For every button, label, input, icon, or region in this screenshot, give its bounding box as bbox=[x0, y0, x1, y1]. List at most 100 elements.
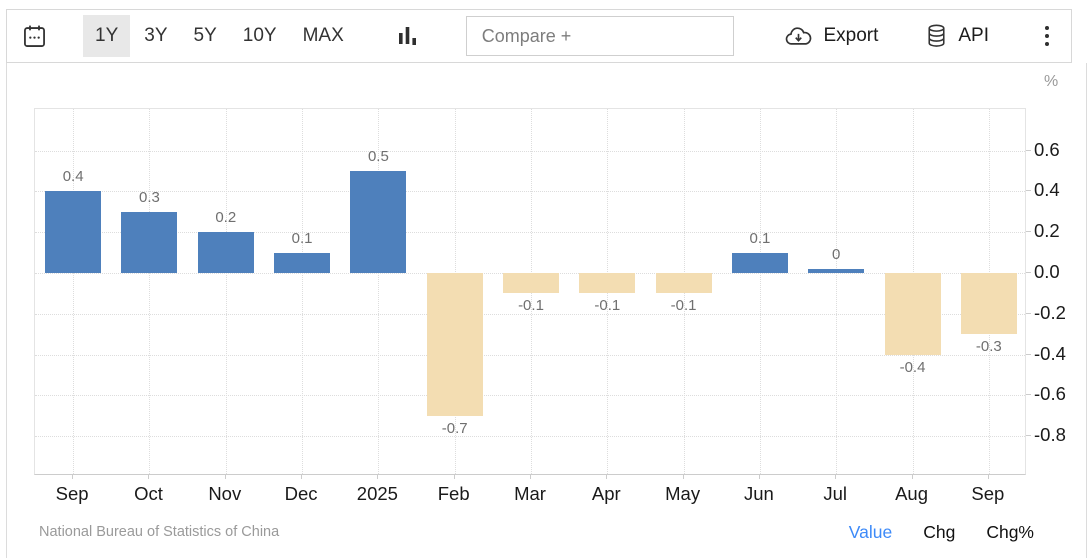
source-label: National Bureau of Statistics of China bbox=[39, 524, 280, 540]
v-gridline bbox=[149, 109, 151, 474]
calendar-icon bbox=[21, 23, 48, 50]
y-tick-label: -0.6 bbox=[1034, 383, 1066, 405]
compare-input-wrap bbox=[465, 16, 734, 56]
bar-nov[interactable] bbox=[197, 232, 254, 273]
x-tick-label: Aug bbox=[895, 483, 928, 504]
bar-sep[interactable] bbox=[45, 191, 102, 273]
bar-value-label: 0.1 bbox=[749, 229, 771, 247]
tab-max[interactable]: MAX bbox=[291, 15, 356, 57]
x-tick-mark bbox=[224, 475, 226, 479]
bar-may[interactable] bbox=[655, 273, 712, 294]
plot-area: 0.4 0.3 0.2 0.1 0.5 -0.7 -0.1 -0.1 -0.1 0.1 0 -0.4 -… bbox=[34, 108, 1026, 475]
kebab-menu-button[interactable] bbox=[1039, 22, 1055, 50]
tab-5y[interactable]: 5Y bbox=[182, 15, 229, 57]
footer-link-value[interactable]: Value bbox=[848, 522, 893, 542]
chart-toolbar: 1Y 3Y 5Y 10Y MAX bbox=[6, 9, 1072, 63]
kebab-icon bbox=[1045, 26, 1049, 30]
x-tick-mark bbox=[453, 475, 455, 479]
bar-value-label: -0.7 bbox=[441, 419, 468, 437]
y-axis-unit-label: % bbox=[1044, 73, 1059, 90]
api-label: API bbox=[958, 25, 989, 46]
x-tick-label: Apr bbox=[591, 483, 621, 504]
x-tick-mark bbox=[835, 475, 837, 479]
footer-link-chg-pct[interactable]: Chg% bbox=[986, 522, 1034, 542]
bar-value-label: -0.4 bbox=[899, 358, 926, 376]
bar-sep[interactable] bbox=[960, 273, 1017, 335]
bar-value-label: 0 bbox=[832, 246, 841, 263]
x-tick-label: Oct bbox=[134, 483, 163, 504]
x-tick-mark bbox=[301, 475, 303, 479]
x-tick-label: 2025 bbox=[356, 483, 398, 504]
v-gridline bbox=[225, 109, 227, 474]
x-tick-label: Jun bbox=[744, 483, 774, 504]
x-tick-mark bbox=[72, 475, 74, 479]
x-tick-label: Feb bbox=[437, 483, 470, 504]
y-tick-label: 0.6 bbox=[1034, 138, 1060, 160]
bar-dec[interactable] bbox=[274, 252, 331, 273]
x-tick-label: Sep bbox=[55, 483, 89, 504]
database-icon bbox=[924, 23, 949, 50]
bar-apr[interactable] bbox=[579, 273, 636, 294]
footer-link-chg[interactable]: Chg bbox=[923, 522, 956, 542]
y-tick-label: 0.4 bbox=[1034, 179, 1060, 201]
x-tick-mark bbox=[682, 475, 684, 479]
h-gridline bbox=[35, 150, 1025, 152]
h-gridline bbox=[35, 395, 1025, 397]
h-gridline bbox=[35, 232, 1025, 234]
bar-value-label: 0.3 bbox=[139, 188, 160, 206]
api-button[interactable]: API bbox=[924, 23, 989, 50]
x-tick-mark bbox=[911, 475, 913, 479]
x-tick-label: Nov bbox=[208, 483, 242, 504]
bar-jun[interactable] bbox=[731, 252, 788, 273]
v-gridline bbox=[302, 109, 304, 474]
bar-value-label: -0.3 bbox=[975, 338, 1002, 356]
y-tick-label: 0.2 bbox=[1034, 220, 1060, 242]
x-tick-label: Sep bbox=[971, 483, 1005, 504]
y-tick-mark bbox=[1026, 435, 1031, 437]
tab-1y[interactable]: 1Y bbox=[83, 15, 131, 57]
bar-jul[interactable] bbox=[808, 269, 865, 273]
export-button[interactable]: Export bbox=[783, 24, 878, 48]
y-tick-label: 0.0 bbox=[1034, 261, 1060, 282]
calendar-button[interactable] bbox=[21, 23, 48, 50]
bar-aug[interactable] bbox=[884, 273, 941, 355]
x-tick-mark bbox=[987, 475, 989, 479]
x-tick-mark bbox=[377, 475, 379, 479]
tab-10y[interactable]: 10Y bbox=[231, 15, 289, 57]
y-tick-mark bbox=[1026, 149, 1031, 151]
footer-links: Value Chg Chg% bbox=[849, 522, 1034, 543]
bar-feb[interactable] bbox=[426, 273, 483, 416]
bar-value-label: 0.4 bbox=[62, 168, 84, 186]
v-gridline bbox=[759, 109, 761, 474]
y-tick-mark bbox=[1026, 394, 1031, 396]
y-tick-mark bbox=[1026, 353, 1031, 355]
chart-panel: % 0.4 0.3 0.2 0.1 0.5 -0.7 -0.1 -0.1 -0.1 0.1 0 -0.… bbox=[6, 63, 1087, 558]
v-gridline bbox=[378, 109, 380, 474]
tab-3y[interactable]: 3Y bbox=[132, 15, 179, 57]
y-tick-mark bbox=[1026, 190, 1031, 192]
x-tick-label: May bbox=[665, 483, 701, 504]
compare-input[interactable] bbox=[465, 16, 734, 56]
column-chart-icon bbox=[397, 24, 418, 48]
x-tick-mark bbox=[148, 475, 150, 479]
toolbar-right-group: Export API bbox=[783, 22, 1055, 50]
y-tick-label: -0.8 bbox=[1034, 424, 1066, 446]
bar-mar[interactable] bbox=[503, 273, 559, 294]
bar-oct[interactable] bbox=[121, 211, 178, 273]
export-label: Export bbox=[823, 25, 879, 46]
chart-type-button[interactable] bbox=[397, 24, 418, 48]
bar-value-label: 0.5 bbox=[367, 148, 389, 165]
x-tick-label: Dec bbox=[284, 483, 318, 504]
x-tick-label: Jul bbox=[823, 483, 848, 504]
y-tick-mark bbox=[1026, 231, 1031, 233]
bar-value-label: -0.1 bbox=[518, 297, 544, 315]
x-tick-mark bbox=[530, 475, 531, 479]
bar-value-label: -0.1 bbox=[594, 297, 621, 315]
y-tick-mark bbox=[1026, 272, 1031, 273]
bar-2025[interactable] bbox=[350, 171, 407, 273]
h-gridline bbox=[35, 354, 1025, 356]
range-tabs: 1Y 3Y 5Y 10Y MAX bbox=[82, 15, 357, 57]
v-gridline bbox=[836, 109, 838, 474]
h-gridline bbox=[35, 191, 1025, 193]
